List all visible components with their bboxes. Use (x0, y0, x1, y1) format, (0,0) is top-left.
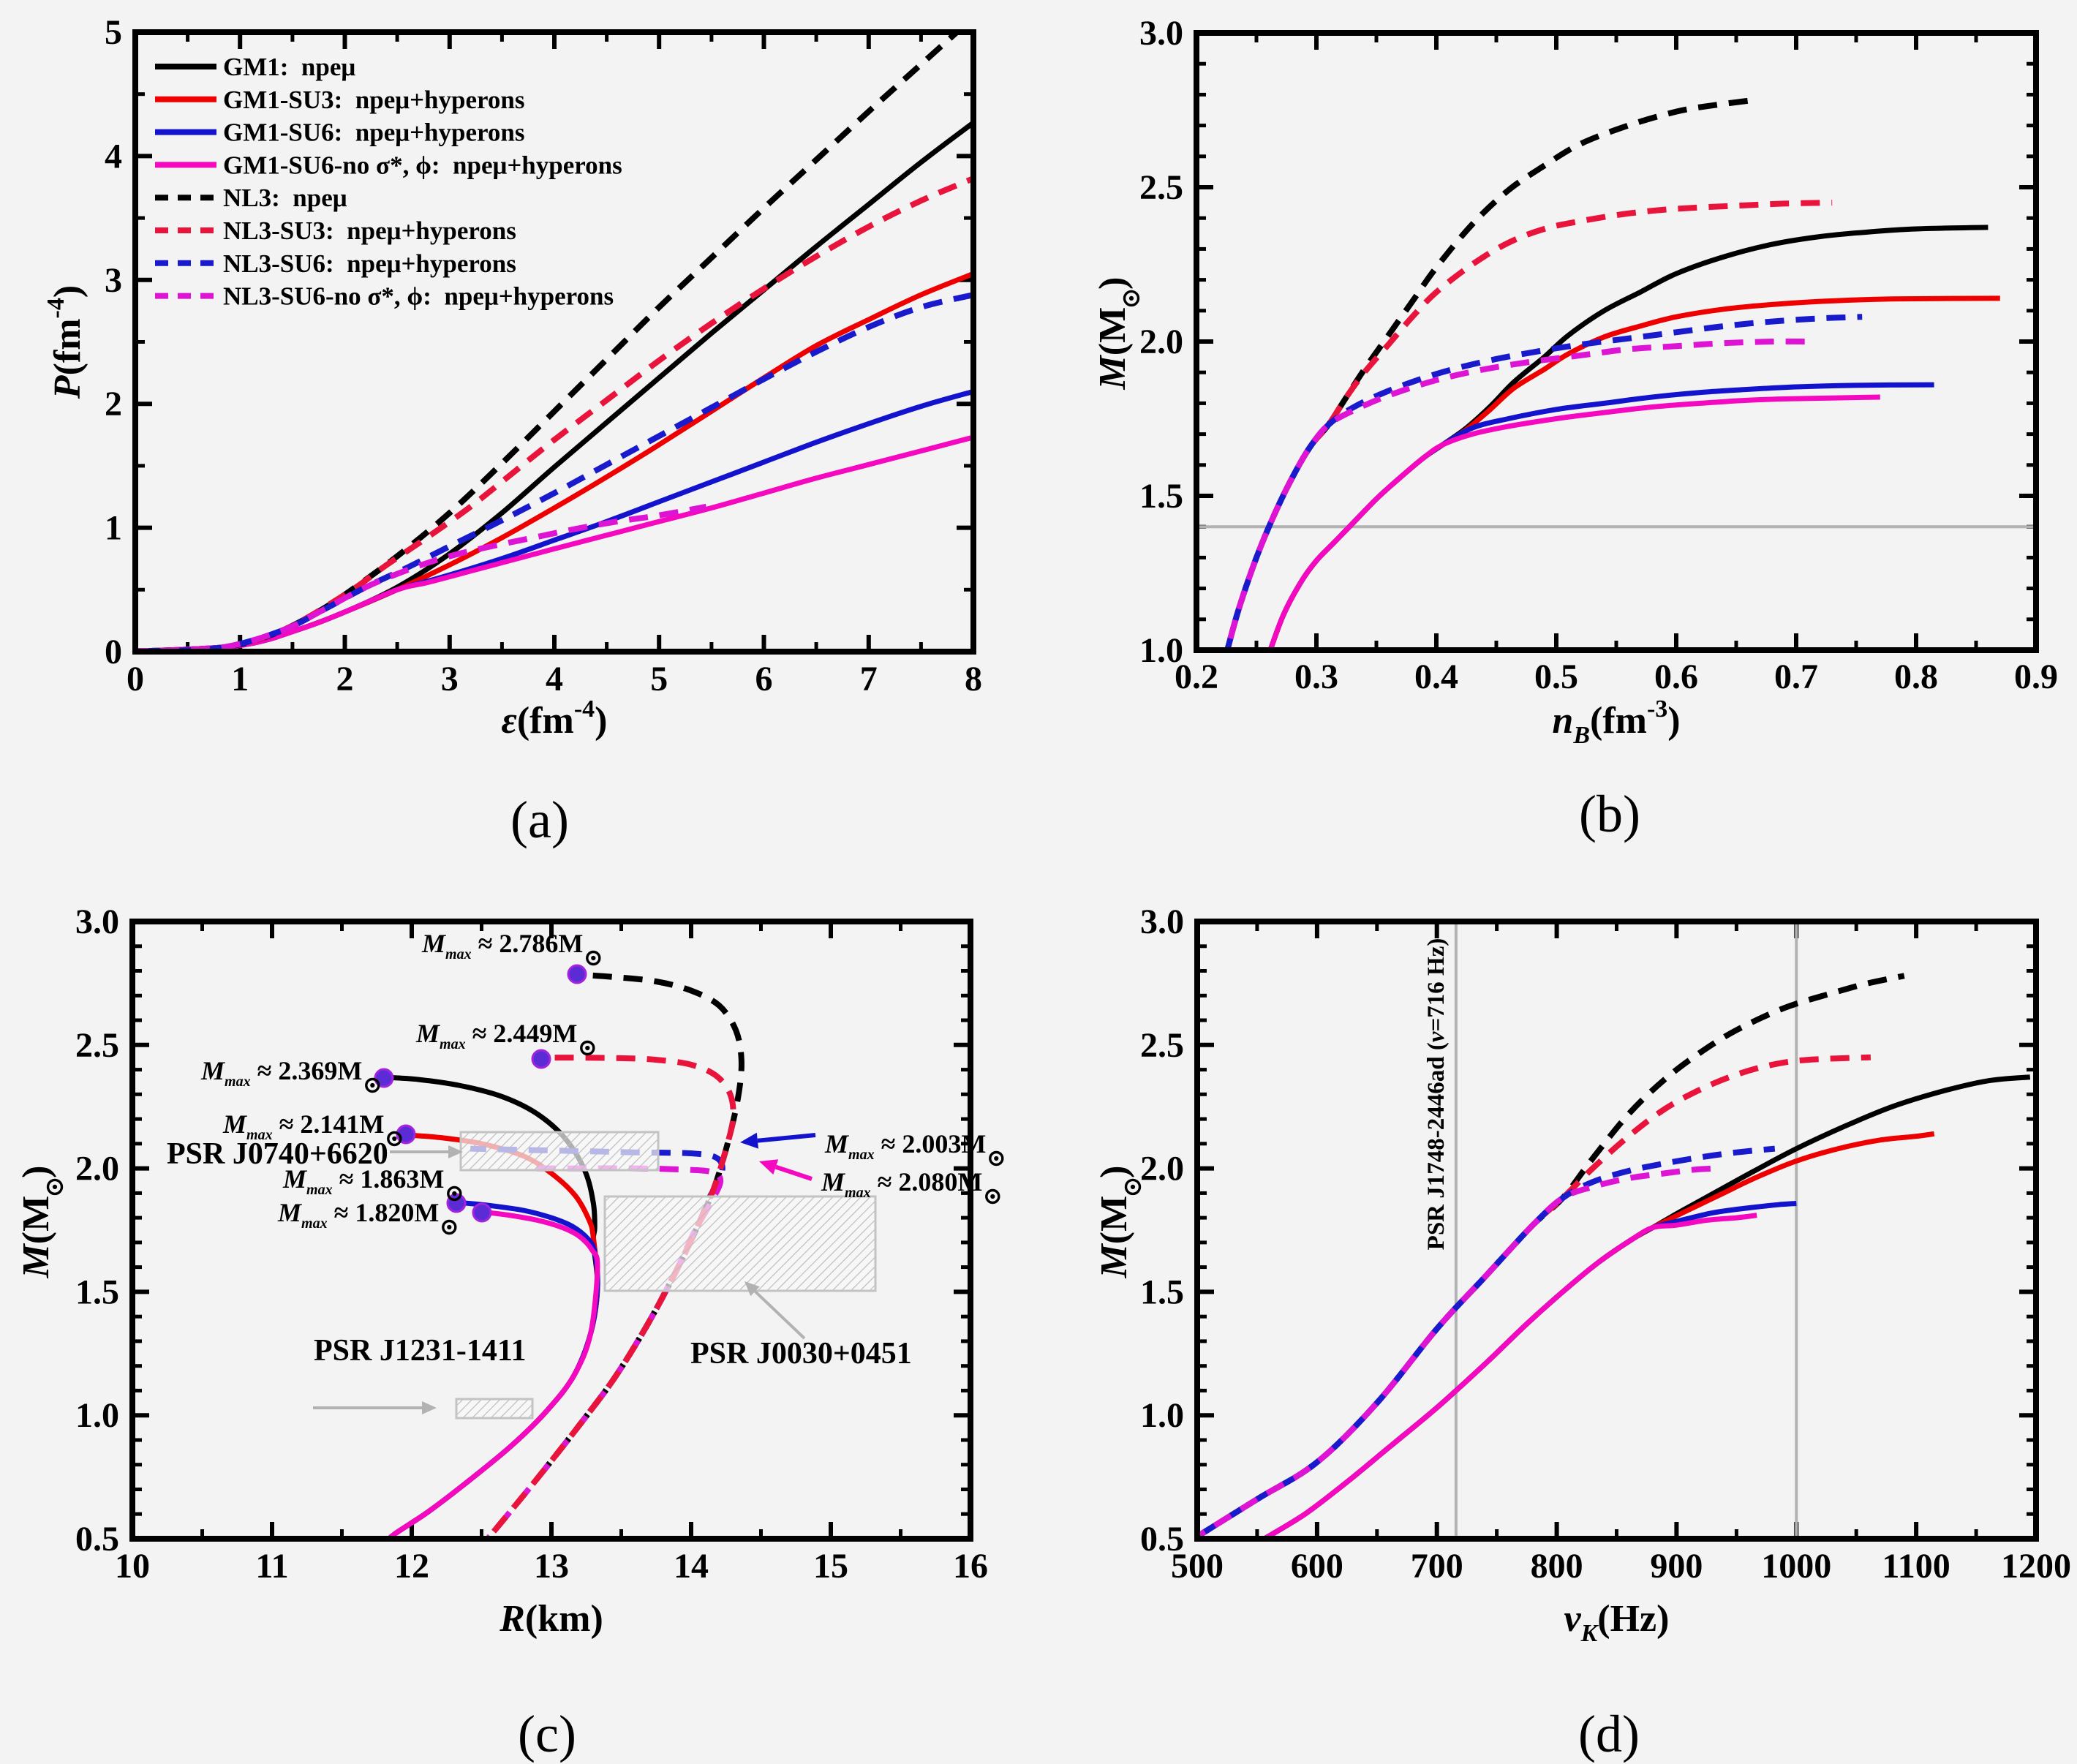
svg-text:2.5: 2.5 (1139, 168, 1183, 207)
svg-text:1000: 1000 (1761, 1547, 1831, 1586)
svg-text:11: 11 (255, 1547, 288, 1586)
svg-text:PSR J0030+0451: PSR J0030+0451 (690, 1337, 912, 1371)
svg-text:NL3: npeμ: NL3: npeμ (223, 184, 347, 212)
svg-text:3.0: 3.0 (1139, 14, 1183, 53)
svg-text:1200: 1200 (2001, 1547, 2071, 1586)
svg-text:4: 4 (105, 137, 122, 176)
svg-text:5: 5 (105, 13, 122, 52)
svg-text:1.5: 1.5 (1140, 1273, 1184, 1311)
svg-text:1.0: 1.0 (1139, 631, 1183, 670)
svg-text:PSR J0740+6620: PSR J0740+6620 (167, 1137, 388, 1171)
svg-text:GM1: npeμ: GM1: npeμ (223, 53, 355, 81)
svg-text:500: 500 (1171, 1547, 1224, 1586)
svg-text:Mmax ≈ 2.141M: Mmax ≈ 2.141M (222, 1109, 384, 1143)
svg-text:7: 7 (860, 660, 878, 698)
svg-text:2.0: 2.0 (1140, 1150, 1184, 1188)
svg-text:NL3-SU6-no σ*, ϕ: npeμ+hypero: NL3-SU6-no σ*, ϕ: npeμ+hyperons (223, 282, 614, 311)
svg-text:2: 2 (336, 660, 354, 698)
svg-text:0.5: 0.5 (75, 1520, 119, 1558)
svg-text:8: 8 (965, 660, 982, 698)
svg-text:R(km): R(km) (499, 1598, 603, 1640)
svg-text:Mmax ≈ 2.786M: Mmax ≈ 2.786M (421, 929, 583, 962)
svg-text:Mmax ≈ 2.003M: Mmax ≈ 2.003M (824, 1129, 986, 1163)
svg-text:M(M): M(M) (1092, 277, 1134, 391)
svg-text:15: 15 (813, 1547, 848, 1586)
svg-text:3: 3 (441, 660, 459, 698)
svg-text:2.5: 2.5 (75, 1026, 119, 1065)
svg-text:0.3: 0.3 (1294, 657, 1338, 696)
svg-text:13: 13 (534, 1547, 569, 1586)
svg-text:2.0: 2.0 (1139, 323, 1183, 361)
svg-text:GM1-SU3: npeμ+hyperons: GM1-SU3: npeμ+hyperons (223, 86, 525, 114)
svg-text:3.0: 3.0 (1140, 902, 1184, 941)
svg-text:GM1-SU6: npeμ+hyperons: GM1-SU6: npeμ+hyperons (223, 118, 525, 147)
svg-text:14: 14 (674, 1547, 709, 1586)
svg-text:(c): (c) (518, 1705, 576, 1763)
svg-text:NL3-SU3: npeμ+hyperons: NL3-SU3: npeμ+hyperons (223, 216, 516, 245)
svg-text:0.7: 0.7 (1774, 657, 1818, 696)
svg-text:1: 1 (105, 509, 122, 548)
svg-text:0.9: 0.9 (2014, 657, 2058, 696)
svg-text:ε(fm-4): ε(fm-4) (502, 696, 608, 742)
svg-text:Mmax ≈ 2.369M: Mmax ≈ 2.369M (200, 1056, 362, 1090)
svg-text:12: 12 (394, 1547, 429, 1586)
svg-text:800: 800 (1531, 1547, 1583, 1586)
svg-text:16: 16 (953, 1547, 988, 1586)
svg-text:1100: 1100 (1882, 1547, 1950, 1586)
svg-text:900: 900 (1650, 1547, 1703, 1586)
svg-text:Mmax ≈ 1.863M: Mmax ≈ 1.863M (282, 1164, 444, 1198)
svg-text:0.2: 0.2 (1175, 657, 1218, 696)
svg-text:2.0: 2.0 (75, 1150, 119, 1188)
svg-text:GM1-SU6-no σ*, ϕ: npeμ+hypero: GM1-SU6-no σ*, ϕ: npeμ+hyperons (223, 151, 622, 179)
svg-text:(b): (b) (1579, 785, 1640, 843)
svg-text:700: 700 (1411, 1547, 1463, 1586)
svg-text:0.8: 0.8 (1894, 657, 1938, 696)
svg-text:0.6: 0.6 (1654, 657, 1698, 696)
svg-text:1: 1 (231, 660, 249, 698)
svg-text:PSR J1748-2446ad (ν=716 Hz): PSR J1748-2446ad (ν=716 Hz) (1423, 938, 1450, 1251)
svg-text:1.0: 1.0 (75, 1396, 119, 1435)
svg-text:(a): (a) (510, 791, 569, 849)
svg-text:2.5: 2.5 (1140, 1026, 1184, 1065)
svg-text:M(M): M(M) (15, 1166, 57, 1279)
svg-text:600: 600 (1291, 1547, 1343, 1586)
svg-text:Mmax ≈ 2.080M: Mmax ≈ 2.080M (821, 1167, 982, 1201)
svg-text:6: 6 (755, 660, 773, 698)
svg-text:0: 0 (127, 660, 144, 698)
svg-text:PSR J1231-1411: PSR J1231-1411 (314, 1334, 527, 1368)
svg-text:0: 0 (105, 633, 122, 671)
svg-text:1.5: 1.5 (1139, 477, 1183, 516)
svg-text:0.5: 0.5 (1534, 657, 1578, 696)
svg-text:1.5: 1.5 (75, 1273, 119, 1311)
svg-text:4: 4 (546, 660, 563, 698)
svg-text:3.0: 3.0 (75, 902, 119, 941)
svg-text:Mmax ≈ 1.820M: Mmax ≈ 1.820M (277, 1198, 439, 1232)
svg-text:0.5: 0.5 (1140, 1520, 1184, 1558)
svg-text:10: 10 (115, 1547, 150, 1586)
svg-text:M(M): M(M) (1093, 1166, 1135, 1279)
svg-text:3: 3 (105, 261, 122, 300)
svg-text:P(fm-4): P(fm-4) (42, 285, 88, 399)
svg-text:νK(Hz): νK(Hz) (1564, 1598, 1670, 1647)
svg-text:1.0: 1.0 (1140, 1396, 1184, 1435)
svg-text:0.4: 0.4 (1414, 657, 1458, 696)
svg-text:5: 5 (650, 660, 668, 698)
svg-text:nB(fm-3): nB(fm-3) (1552, 696, 1680, 749)
svg-text:NL3-SU6: npeμ+hyperons: NL3-SU6: npeμ+hyperons (223, 249, 516, 278)
svg-text:Mmax ≈ 2.449M: Mmax ≈ 2.449M (415, 1019, 577, 1052)
svg-text:(d): (d) (1578, 1705, 1640, 1763)
svg-text:2: 2 (105, 385, 122, 423)
